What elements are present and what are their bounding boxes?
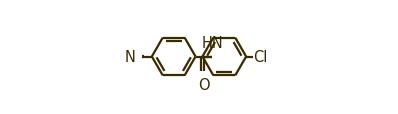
Text: HN: HN bbox=[201, 36, 223, 51]
Text: Cl: Cl bbox=[254, 50, 268, 64]
Text: O: O bbox=[198, 77, 210, 92]
Text: N: N bbox=[125, 50, 135, 64]
